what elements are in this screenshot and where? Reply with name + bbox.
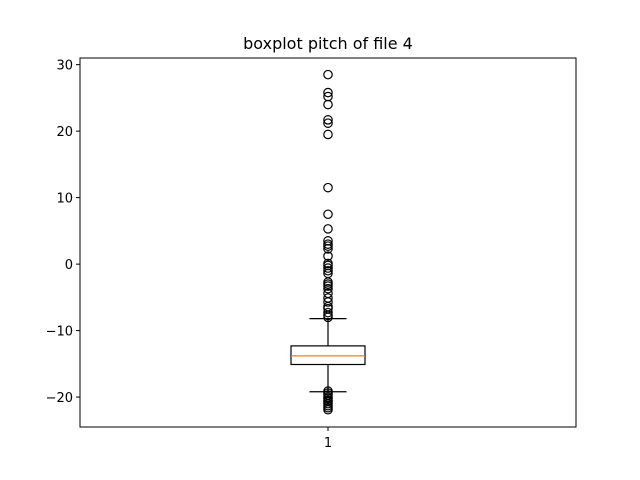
y-tick-label: 10 <box>56 192 73 207</box>
y-tick-label: −10 <box>46 325 73 340</box>
outlier-point <box>323 258 333 269</box>
box-group <box>290 318 366 393</box>
y-tick-label: −20 <box>46 391 73 406</box>
outlier-point <box>323 251 333 261</box>
outlier-point <box>323 236 333 246</box>
outlier-point <box>323 293 333 303</box>
outlier-point <box>323 182 333 193</box>
outlier-point <box>323 263 333 273</box>
y-tick-label: 30 <box>56 59 73 74</box>
y-tick-label: 0 <box>65 258 73 273</box>
y-axis: −20 −10 0 10 20 30 <box>46 59 80 406</box>
outliers <box>323 69 333 415</box>
y-tick-label: 20 <box>56 125 73 140</box>
outlier-point <box>323 115 333 125</box>
outlier-point <box>323 69 333 80</box>
chart-title: boxplot pitch of file 4 <box>243 34 413 53</box>
outlier-point <box>323 307 333 318</box>
outlier-point <box>323 239 333 249</box>
outlier-point <box>323 91 333 102</box>
outlier-point <box>323 224 333 234</box>
outlier-point <box>323 265 333 276</box>
iqr-box <box>290 345 366 366</box>
outlier-point <box>323 87 333 98</box>
outlier-point <box>323 129 333 140</box>
x-axis: 1 <box>324 427 332 451</box>
x-tick-label: 1 <box>324 436 332 451</box>
outlier-point <box>323 288 333 299</box>
outlier-point <box>323 404 333 415</box>
outlier-point <box>323 118 333 128</box>
outlier-point <box>323 209 333 220</box>
outlier-point <box>323 283 333 294</box>
outlier-point <box>323 99 333 110</box>
